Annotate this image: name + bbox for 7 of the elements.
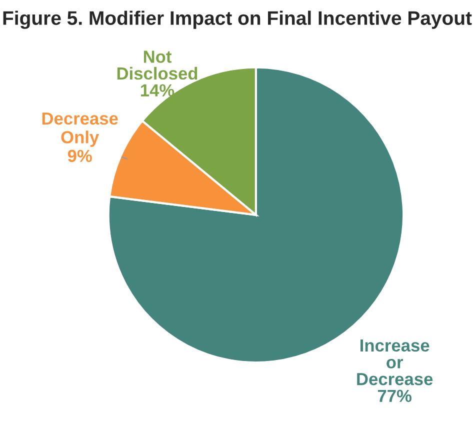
data-label: 9% xyxy=(68,150,92,162)
data-label: 14% xyxy=(140,84,174,96)
slice-label: Increase or Decrease xyxy=(357,340,433,386)
data-label: 77% xyxy=(378,390,412,402)
slice-label: Decrease Only xyxy=(42,112,118,147)
chart-title: Figure 5. Modifier Impact on Final Incentive Payout xyxy=(3,10,472,29)
slice-label: Not Disclosed xyxy=(117,50,198,80)
